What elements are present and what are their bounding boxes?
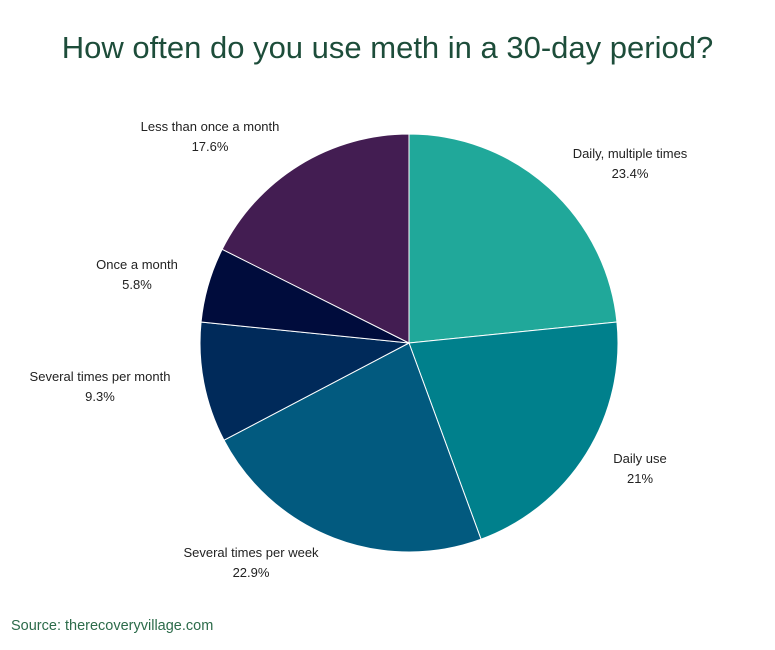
slice-label: Several times per month bbox=[30, 369, 171, 384]
slice-value-label: 23.4% bbox=[612, 166, 649, 181]
slice-value-label: 5.8% bbox=[122, 277, 152, 292]
slice-label: Less than once a month bbox=[141, 119, 280, 134]
source-text: Source: therecoveryvillage.com bbox=[11, 618, 214, 634]
pie-chart: Daily, multiple times 23.4% Daily use 21% Se… bbox=[30, 119, 688, 580]
slice-label: Daily use bbox=[613, 451, 666, 466]
slice-value-label: 17.6% bbox=[192, 139, 229, 154]
slice-label: Several times per week bbox=[183, 545, 319, 560]
chart-title: How often do you use meth in a 30-day pe… bbox=[61, 30, 714, 65]
slice-label: Once a month bbox=[96, 257, 178, 272]
slice-value-label: 9.3% bbox=[85, 389, 115, 404]
pie-slice bbox=[221, 133, 410, 344]
slice-value-label: 21% bbox=[627, 471, 653, 486]
pie-slice bbox=[199, 321, 411, 441]
pie-slice bbox=[408, 133, 618, 344]
slice-label: Daily, multiple times bbox=[573, 146, 688, 161]
slice-value-label: 22.9% bbox=[233, 565, 270, 580]
pie-slice bbox=[223, 342, 482, 553]
